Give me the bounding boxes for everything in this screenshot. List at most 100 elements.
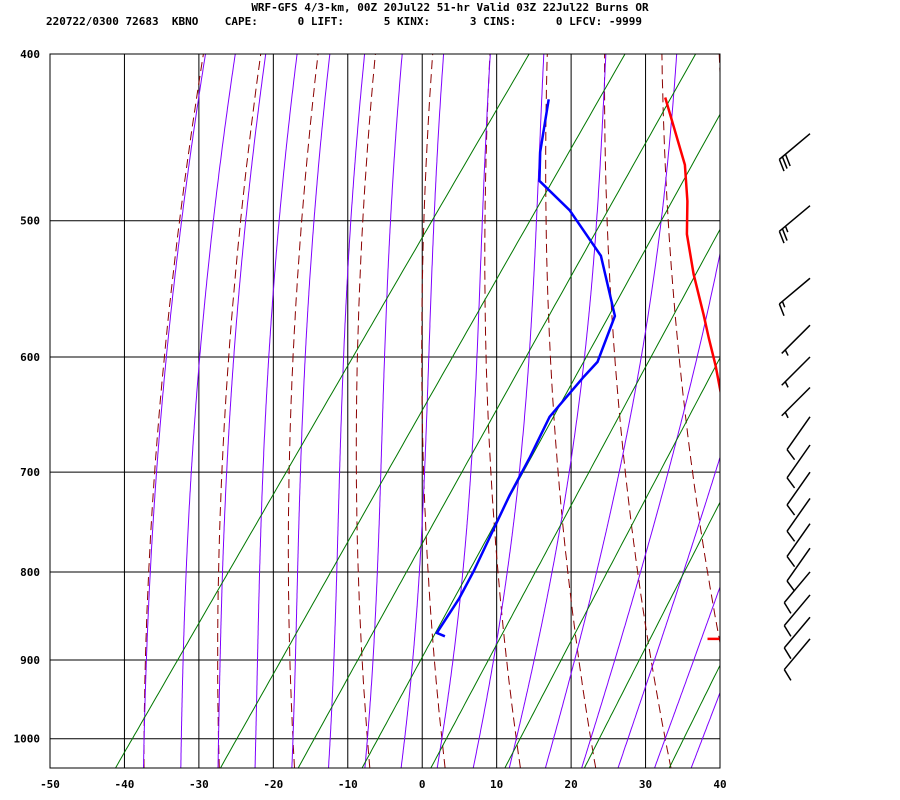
dewpoint-trace [434, 99, 617, 638]
moist-adiabat [472, 54, 545, 768]
wind-barb-feather [786, 504, 796, 516]
y-tick-label: 800 [20, 566, 40, 579]
y-tick-label: 700 [20, 466, 40, 479]
wind-barb [778, 277, 811, 317]
wind-barb-feather [783, 625, 792, 637]
moist-adiabat [254, 54, 298, 768]
wind-barb [786, 523, 811, 568]
moist-adiabat [617, 455, 720, 768]
dry-adiabat [217, 54, 262, 768]
wind-barb-half-feather [784, 381, 789, 388]
moist-adiabat [142, 54, 207, 768]
wind-barb-feather [783, 647, 792, 660]
y-tick-label: 1000 [14, 733, 41, 746]
moist-adiabat [217, 54, 267, 768]
moist-adiabat [508, 54, 607, 768]
dry-adiabat [143, 54, 204, 768]
wind-barb [781, 356, 811, 388]
wind-barb [786, 444, 811, 489]
moist-adiabat [327, 54, 366, 768]
x-tick-label: 10 [490, 778, 503, 791]
dry-adiabat [834, 54, 900, 768]
x-tick-label: -50 [40, 778, 60, 791]
moist-adiabat [544, 54, 678, 768]
dry-adiabat [421, 54, 446, 768]
wind-barb-staff [783, 594, 811, 627]
dry-adiabat [355, 54, 376, 768]
x-tick-label: -10 [338, 778, 358, 791]
dry-adiabat [661, 54, 720, 646]
sounding-traces [434, 97, 720, 641]
mixing-ratio-line [668, 664, 720, 768]
wind-barb-feather [778, 231, 785, 244]
wind-barb [781, 386, 811, 419]
wind-barb-half-feather [784, 411, 789, 419]
moist-adiabat [180, 54, 236, 768]
dry-adiabat [777, 54, 897, 768]
dry-adiabat [545, 54, 597, 768]
chart-title: WRF-GFS 4/3-km, 00Z 20Jul22 51-hr Valid … [251, 1, 649, 14]
wind-barb-feather [783, 602, 792, 614]
x-tick-label: -40 [115, 778, 135, 791]
grid-lines [49, 53, 721, 768]
moist-adiabat [436, 54, 491, 768]
wind-barb-staff [778, 277, 811, 305]
mixing-ratio-line [361, 113, 720, 768]
y-tick-label: 500 [20, 215, 40, 228]
x-tick-label: -30 [189, 778, 209, 791]
wind-barb-feather [783, 669, 792, 681]
mixing-ratio-line [297, 54, 697, 768]
dry-adiabat [484, 54, 521, 768]
wind-barb-feather [781, 228, 788, 241]
dry-adiabat [891, 54, 900, 768]
wind-barb-staff [783, 571, 811, 604]
y-tick-label: 600 [20, 351, 40, 364]
wind-barb [783, 594, 811, 637]
wind-barb-half-feather [784, 225, 789, 233]
wind-barb [786, 416, 811, 461]
wind-barb [781, 324, 811, 356]
wind-barb-feather [786, 580, 796, 592]
wind-barb-feather [786, 530, 796, 542]
wind-barb-feather [778, 303, 785, 317]
x-tick-label: 20 [564, 778, 577, 791]
wind-barb-staff [786, 547, 811, 582]
y-tick-label: 900 [20, 654, 40, 667]
moist-adiabat [291, 54, 331, 768]
wind-barb-staff [778, 133, 811, 160]
moist-adiabat [653, 585, 720, 768]
wind-barb [786, 497, 811, 542]
y-tick-label: 400 [20, 48, 40, 61]
wind-barb-half-feather [781, 301, 786, 308]
dry-adiabat [718, 54, 720, 84]
moist-adiabat [581, 250, 720, 768]
wind-barb-staff [786, 444, 811, 479]
moist-adiabat [727, 50, 900, 769]
x-tick-label: -20 [263, 778, 283, 791]
wind-barb [778, 133, 811, 172]
mixing-ratio-line [430, 228, 720, 768]
station-indices: 220722/0300 72683 KBNO CAPE: 0 LIFT: 5 K… [46, 15, 643, 28]
moist-adiabat [364, 54, 403, 768]
wind-barb [786, 547, 811, 592]
tick-labels: -50 -40 -30 -20 -10 0 10 20 30 40 400 500 600 700 800 9… [14, 48, 727, 791]
wind-barb-feather [786, 556, 796, 568]
wind-barb-staff [786, 497, 811, 532]
wind-barb-staff [786, 523, 811, 557]
wind-barb [783, 616, 811, 660]
wind-barb-feather [778, 159, 785, 172]
wind-barb-feather [786, 449, 796, 461]
wind-barb [783, 571, 811, 614]
wind-barb-staff [781, 356, 811, 386]
x-tick-label: 0 [419, 778, 426, 791]
wind-barb [778, 205, 811, 244]
wind-barb-staff [781, 386, 811, 417]
wind-barbs [778, 133, 811, 681]
moist-adiabat [690, 691, 720, 768]
mixing-ratio-line [504, 356, 720, 768]
dry-adiabat [287, 54, 319, 768]
wind-barb-staff [778, 205, 811, 232]
wind-barb-staff [783, 638, 811, 671]
moist-adiabat [400, 54, 445, 768]
wind-barb-staff [781, 324, 811, 354]
